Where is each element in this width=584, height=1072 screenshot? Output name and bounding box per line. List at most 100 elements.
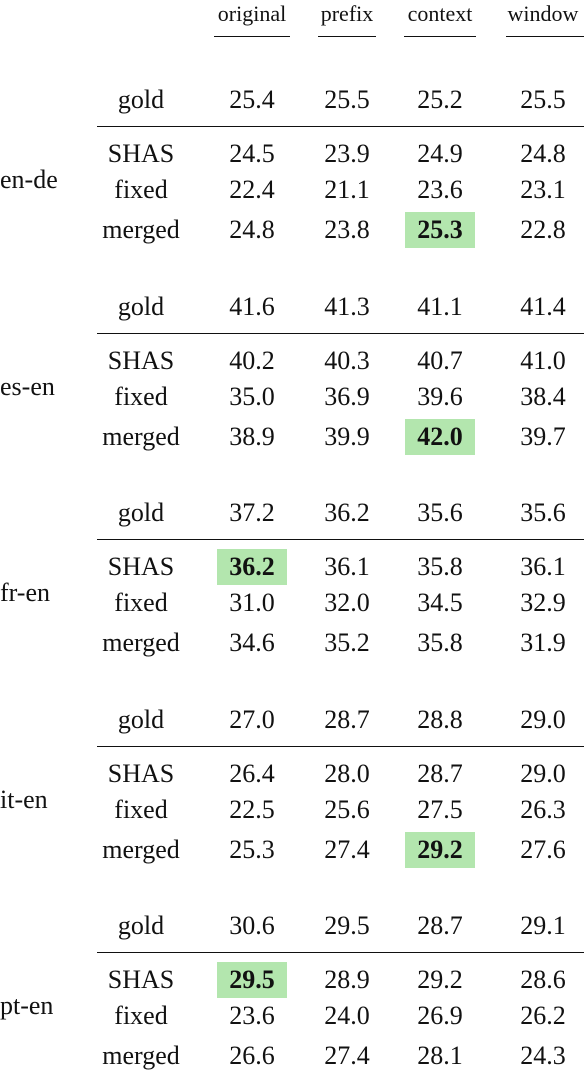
score-cell: 34.6: [229, 628, 275, 657]
score-cell: 40.2: [229, 345, 275, 375]
score-cell: 34.5: [417, 588, 463, 617]
score-cell: 29.5: [324, 911, 370, 940]
segmentation-label: gold: [117, 911, 165, 940]
score-cell: 25.5: [520, 85, 566, 114]
segmentation-label: gold: [117, 498, 165, 527]
score-cell: 28.9: [324, 965, 370, 994]
segmentation-label: merged: [102, 628, 180, 657]
group-separator: [97, 745, 584, 747]
score-cell: 35.8: [417, 628, 463, 657]
segmentation-label: merged: [102, 1041, 180, 1070]
segmentation-label: gold: [117, 704, 165, 734]
score-cell: 29.5: [229, 965, 275, 994]
segmentation-label: gold: [117, 291, 165, 321]
score-cell: 30.6: [229, 911, 275, 940]
score-cell: 24.5: [229, 139, 275, 168]
score-cell: 35.0: [229, 381, 275, 411]
score-cell: 28.8: [417, 704, 463, 734]
score-cell: 36.2: [324, 498, 370, 527]
score-cell: 29.2: [417, 965, 463, 994]
score-cell: 32.0: [324, 588, 370, 617]
score-cell: 27.6: [520, 834, 566, 864]
score-cell: 28.7: [417, 911, 463, 940]
group-separator: [97, 952, 584, 953]
score-cell: 25.6: [324, 794, 370, 824]
score-cell: 32.9: [520, 588, 566, 617]
score-cell: 29.0: [520, 758, 566, 788]
score-cell: 22.4: [229, 175, 275, 204]
score-cell: 25.2: [417, 85, 463, 114]
best-score-highlight: [405, 831, 475, 868]
segmentation-label: merged: [102, 834, 180, 864]
best-score-highlight: [405, 418, 475, 455]
score-cell: 31.0: [229, 588, 275, 617]
score-cell: 28.7: [417, 758, 463, 788]
score-cell: 22.8: [520, 215, 566, 244]
score-cell: 25.5: [324, 85, 370, 114]
segmentation-label: SHAS: [107, 758, 175, 788]
best-score-highlight: [217, 962, 287, 998]
score-cell: 28.1: [417, 1041, 463, 1070]
score-cell: 24.8: [520, 139, 566, 168]
score-cell: 37.2: [229, 498, 275, 527]
score-cell: 35.6: [417, 498, 463, 527]
column-header-context: context: [407, 1, 473, 26]
score-cell: 41.4: [520, 291, 566, 321]
column-header-prefix: prefix: [320, 1, 374, 26]
segmentation-label: fixed: [114, 794, 168, 824]
column-header-rule: [214, 36, 290, 37]
segmentation-label: SHAS: [107, 345, 175, 375]
score-cell: 36.1: [520, 552, 566, 581]
segmentation-label: merged: [102, 215, 180, 244]
score-cell: 41.3: [324, 291, 370, 321]
score-cell: 26.2: [520, 1001, 566, 1030]
score-cell: 27.5: [417, 794, 463, 824]
score-cell: 35.2: [324, 628, 370, 657]
segmentation-label: fixed: [114, 588, 168, 617]
best-score-highlight: [217, 549, 287, 585]
column-header-original: original: [217, 1, 287, 26]
score-cell: 26.4: [229, 758, 275, 788]
score-cell: 38.9: [229, 421, 275, 451]
score-cell: 35.6: [520, 498, 566, 527]
score-cell: 26.3: [520, 794, 566, 824]
score-cell: 39.7: [520, 421, 566, 451]
score-cell: 36.9: [324, 381, 370, 411]
segmentation-label: fixed: [114, 381, 168, 411]
score-cell: 36.1: [324, 552, 370, 581]
language-pair-label: it-en: [0, 784, 48, 814]
score-cell: 25.3: [417, 215, 463, 244]
column-header-rule: [404, 36, 476, 37]
column-header-rule: [506, 36, 584, 37]
column-header-window: window: [507, 1, 579, 26]
score-cell: 26.6: [229, 1041, 275, 1070]
score-cell: 23.6: [417, 175, 463, 204]
score-cell: 26.9: [417, 1001, 463, 1030]
score-cell: 36.2: [229, 552, 275, 581]
score-cell: 29.1: [520, 911, 566, 940]
score-cell: 27.4: [324, 1041, 370, 1070]
score-cell: 25.4: [229, 85, 275, 114]
score-cell: 24.8: [229, 215, 275, 244]
score-cell: 27.4: [324, 834, 370, 864]
score-cell: 40.7: [417, 345, 463, 375]
score-cell: 29.0: [520, 704, 566, 734]
segmentation-label: fixed: [114, 175, 168, 204]
score-cell: 24.0: [324, 1001, 370, 1030]
score-cell: 28.6: [520, 965, 566, 994]
score-cell: 38.4: [520, 381, 566, 411]
score-cell: 39.6: [417, 381, 463, 411]
score-cell: 27.0: [229, 704, 275, 734]
score-cell: 23.9: [324, 139, 370, 168]
group-separator: [97, 332, 584, 334]
score-cell: 25.3: [229, 834, 275, 864]
score-cell: 41.6: [229, 291, 275, 321]
score-cell: 21.1: [324, 175, 370, 204]
best-score-highlight: [405, 212, 475, 248]
segmentation-label: merged: [102, 421, 180, 451]
score-cell: 29.2: [417, 834, 463, 864]
segmentation-label: gold: [117, 85, 165, 114]
score-cell: 24.3: [520, 1041, 566, 1070]
score-cell: 23.1: [520, 175, 566, 204]
group-separator: [97, 539, 584, 540]
